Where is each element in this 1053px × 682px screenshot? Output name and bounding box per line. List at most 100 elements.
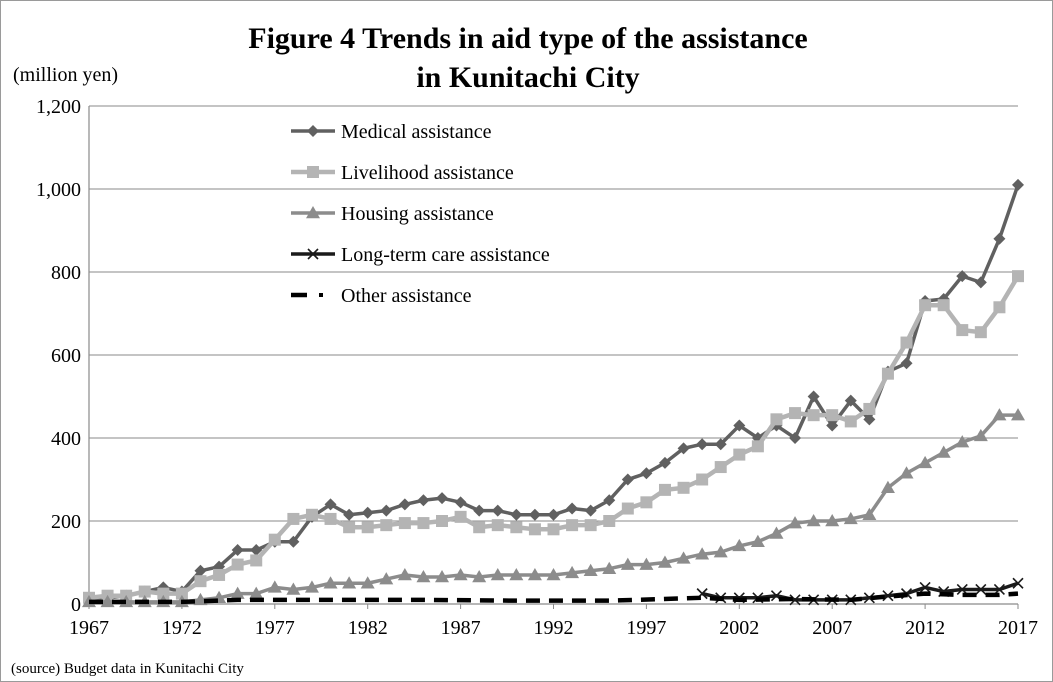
data-point-diamond [974, 276, 987, 289]
data-point-triangle [676, 551, 691, 564]
data-point-triangle [788, 516, 803, 529]
y-tick-label: 1,200 [36, 96, 81, 118]
x-tick-label: 1997 [626, 617, 666, 639]
data-point-square [789, 407, 802, 420]
data-point-square [491, 519, 504, 532]
data-point-triangle [992, 408, 1007, 421]
data-point-square [677, 481, 690, 494]
data-point-triangle [342, 576, 357, 589]
series-medical-assistance [83, 178, 1024, 604]
data-point-square [900, 336, 913, 349]
data-point-triangle [936, 445, 951, 458]
data-point-square [268, 533, 281, 546]
series-livelihood-assistance [83, 270, 1024, 604]
data-point-triangle [825, 514, 840, 527]
data-point-triangle [416, 570, 431, 583]
data-point-triangle [750, 534, 765, 547]
data-point-square [640, 496, 653, 509]
source-note: (source) Budget data in Kunitachi City [11, 661, 244, 677]
data-point-triangle [695, 547, 710, 560]
data-point-triangle [955, 435, 970, 448]
data-point-x [863, 592, 875, 604]
data-point-diamond [640, 467, 653, 480]
data-point-triangle [472, 570, 487, 583]
data-point-square [250, 554, 263, 567]
data-point-triangle [397, 567, 412, 581]
x-tick-label: 2007 [812, 617, 852, 639]
data-point-diamond [658, 456, 671, 469]
data-point-triangle [230, 586, 245, 599]
data-point-triangle [527, 567, 542, 581]
x-tick-label: 1987 [441, 617, 481, 639]
x-tick-label: 1977 [255, 617, 295, 639]
y-tick-label: 800 [51, 262, 81, 284]
data-point-square [881, 367, 894, 380]
data-point-x [975, 583, 987, 596]
data-point-triangle [304, 580, 319, 593]
data-point-diamond [733, 419, 746, 432]
data-point-square [584, 519, 597, 532]
data-point-diamond [1012, 178, 1024, 191]
data-point-diamond [807, 390, 820, 403]
data-point-diamond [863, 413, 876, 426]
x-tick-label: 2017 [998, 617, 1038, 639]
data-point-triangle [639, 557, 654, 570]
data-point-square [956, 324, 969, 337]
data-point-triangle [583, 563, 598, 577]
data-point-triangle [843, 511, 858, 525]
data-point-triangle [267, 580, 282, 593]
data-point-square [398, 517, 411, 530]
y-tick-label: 0 [71, 594, 81, 616]
data-point-diamond [789, 432, 802, 444]
y-tick-label: 1,000 [36, 179, 81, 201]
data-point-diamond [398, 498, 411, 511]
data-point-diamond [547, 508, 560, 521]
data-point-diamond [900, 357, 913, 370]
legend-item: Housing assistance [291, 203, 494, 225]
data-point-square [528, 523, 541, 536]
data-point-diamond [454, 496, 467, 509]
legend-item: Other assistance [291, 285, 472, 307]
legend-label: Other assistance [341, 285, 472, 307]
y-tick-label: 600 [51, 345, 81, 367]
legend-item: Livelihood assistance [291, 162, 514, 184]
data-point-square [751, 440, 764, 453]
data-point-triangle [360, 576, 375, 589]
data-point-triangle [100, 594, 115, 608]
data-point-triangle [286, 582, 301, 595]
x-tick-label: 1972 [162, 617, 202, 639]
data-point-triangle [973, 428, 988, 442]
data-point-diamond [231, 544, 244, 557]
data-point-square [361, 521, 374, 534]
y-tick-label: 200 [51, 511, 81, 533]
data-point-x [919, 581, 931, 593]
data-point-square [937, 299, 950, 312]
data-point-square [343, 521, 356, 534]
legend-item: Long-term care assistance [291, 244, 550, 266]
x-tick-label: 2012 [905, 617, 945, 639]
data-point-square [566, 519, 579, 532]
legend-label: Medical assistance [341, 121, 492, 143]
data-point-diamond [993, 232, 1006, 245]
data-point-square [194, 575, 207, 588]
data-point-triangle [899, 466, 914, 479]
data-point-diamond [491, 504, 504, 517]
data-point-diamond [287, 535, 300, 548]
data-point-square [305, 508, 318, 521]
data-point-triangle [806, 514, 821, 527]
data-point-square [231, 558, 244, 571]
series-line [89, 591, 1019, 605]
data-point-square [1012, 270, 1024, 283]
data-point-diamond [528, 508, 541, 521]
data-point-triangle [713, 545, 728, 558]
data-point-triangle [1011, 408, 1025, 421]
data-point-square [844, 415, 857, 428]
series-other-assistance [89, 591, 1019, 605]
data-point-diamond [417, 494, 430, 507]
data-point-triangle [323, 576, 338, 589]
data-point-diamond [603, 494, 616, 507]
chart-subtitle: in Kunitachi City [416, 61, 639, 94]
data-point-square [974, 326, 987, 339]
